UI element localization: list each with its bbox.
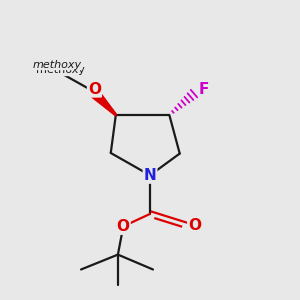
Text: N: N xyxy=(144,168,156,183)
Polygon shape xyxy=(88,87,116,116)
Text: F: F xyxy=(199,82,209,97)
Text: O: O xyxy=(117,219,130,234)
Text: methoxy: methoxy xyxy=(36,65,85,75)
Text: O: O xyxy=(188,218,201,233)
Text: methoxy: methoxy xyxy=(33,60,82,70)
Text: O: O xyxy=(88,82,101,97)
